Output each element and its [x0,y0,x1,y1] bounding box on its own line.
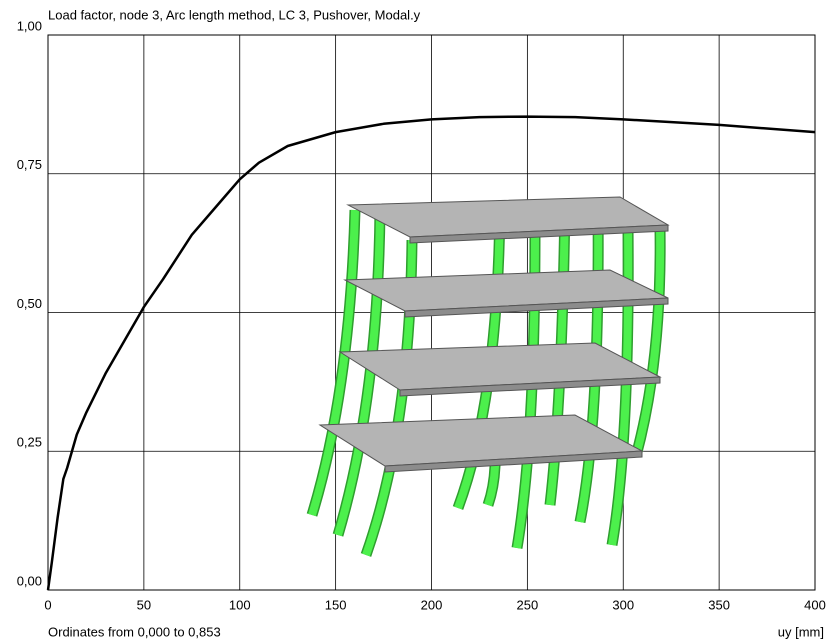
x-tick-label: 400 [804,597,826,612]
x-tick-label: 0 [44,597,51,612]
y-tick-label: 0,00 [17,573,42,588]
chart-title: Load factor, node 3, Arc length method, … [48,7,421,22]
background [0,0,837,641]
x-tick-label: 350 [708,597,730,612]
x-tick-label: 150 [325,597,347,612]
x-axis-label: uy [mm] [778,624,824,639]
x-tick-label: 50 [137,597,151,612]
y-tick-label: 1,00 [17,18,42,33]
chart: Load factor, node 3, Arc length method, … [0,0,837,641]
footer-note: Ordinates from 0,000 to 0,853 [48,624,221,639]
y-tick-label: 0,25 [17,435,42,450]
x-tick-label: 100 [229,597,251,612]
x-tick-label: 200 [421,597,443,612]
y-tick-label: 0,50 [17,296,42,311]
y-tick-label: 0,75 [17,157,42,172]
x-tick-label: 300 [612,597,634,612]
x-tick-label: 250 [517,597,539,612]
